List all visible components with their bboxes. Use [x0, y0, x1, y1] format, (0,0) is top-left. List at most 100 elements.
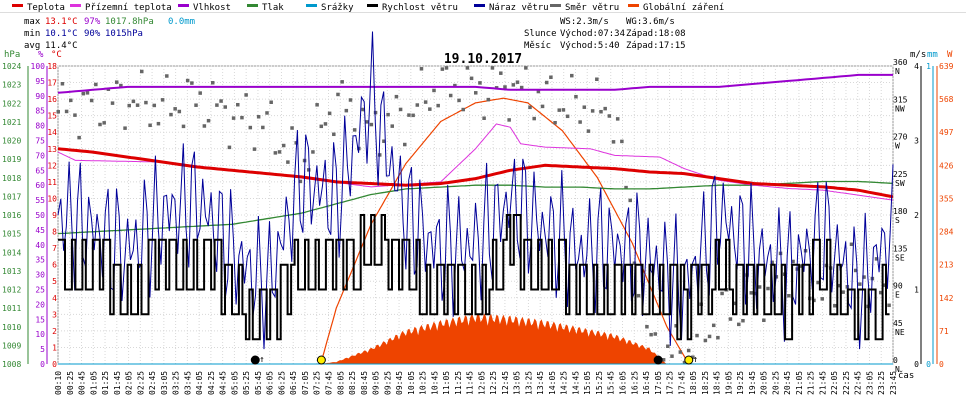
percent-tick-label: 45	[35, 226, 45, 235]
x-tick-label: 23:45	[889, 371, 898, 395]
legend-label: Rychlost větru	[382, 3, 458, 13]
wind-tick-label: 2	[914, 211, 919, 220]
percent-tick-label: 35	[35, 256, 45, 265]
series-wind-direction-point	[799, 264, 804, 268]
series-wind-direction-point	[849, 242, 854, 247]
percent-tick-label: 15	[35, 315, 45, 324]
series-wind-direction-point	[528, 105, 532, 110]
celsius-tick-label: 4	[52, 294, 57, 303]
series-wind-direction-point	[711, 323, 716, 328]
x-tick-label: 21:25	[807, 371, 816, 395]
series-wind-direction-point	[194, 103, 198, 107]
stats-avg-label: avg	[24, 41, 40, 51]
x-tick-label: 07:25	[313, 371, 322, 395]
series-wind-direction-point	[206, 118, 211, 123]
series-wind-direction-point	[390, 124, 394, 128]
x-tick-label: 19:05	[724, 371, 733, 395]
series-wind-direction-point	[645, 324, 649, 329]
series-wind-direction-point	[415, 103, 420, 107]
series-wind-direction-point	[219, 99, 223, 103]
series-wind-direction-point	[816, 280, 820, 285]
axes: 00:10 00:25 00:45 01:05 01:25 01:45 02:05 02:25…	[2, 50, 954, 395]
percent-tick-label: 60	[35, 181, 45, 190]
series-wind-direction-point	[695, 333, 699, 338]
info-ws: WS:2.3m/s	[560, 17, 609, 27]
x-tick-label: 09:05	[372, 371, 381, 395]
series-wind-direction-point	[298, 179, 303, 184]
series-wind-direction-point	[707, 334, 712, 339]
x-tick-label: 17:45	[677, 371, 686, 395]
x-tick-label: 06:05	[266, 371, 275, 395]
x-tick-label: 05:45	[254, 371, 263, 395]
x-tick-label: 11:45	[466, 371, 475, 395]
direction-tick-name: NE	[895, 328, 905, 337]
x-tick-label: 10:05	[407, 371, 416, 395]
celsius-tick-label: 2	[52, 327, 57, 336]
series-wind-direction-point	[135, 103, 140, 107]
series-wind-direction-point	[185, 78, 190, 83]
x-tick-label: 10:25	[419, 371, 428, 395]
series-humidity-line	[57, 73, 893, 94]
series-wind-direction-point	[210, 81, 215, 85]
series-wind-direction-point	[323, 122, 328, 126]
radiation-unit: W	[947, 50, 953, 60]
legend-label: Tlak	[262, 3, 284, 13]
x-tick-label: 11:05	[442, 371, 451, 395]
x-tick-label: 07:45	[324, 371, 333, 395]
series-wind-direction-point	[56, 110, 60, 114]
series-wind-direction-point	[561, 108, 566, 112]
legend-label: Náraz větru	[489, 3, 549, 13]
series-wind-direction-point	[791, 259, 795, 264]
series-wind-direction-point	[169, 112, 173, 117]
wind-tick-label: 0	[914, 360, 919, 369]
legend-swatch	[628, 4, 639, 7]
x-tick-label: 23:05	[865, 371, 874, 395]
x-tick-label: 12:05	[477, 371, 486, 395]
radiation-tick-label: 71	[939, 327, 949, 336]
legend-label: Přízemní teplota	[85, 3, 172, 13]
percent-tick-label: 30	[35, 271, 45, 280]
moonrise-arrow-icon: ↑	[259, 355, 264, 365]
x-tick-label: 20:25	[771, 371, 780, 395]
legend-swatch	[178, 4, 189, 7]
rain-tick-label: 1	[926, 62, 931, 71]
series-wind-direction-point	[519, 85, 524, 90]
hpa-tick-label: 1020	[2, 137, 21, 146]
x-tick-label: 18:25	[701, 371, 710, 395]
radiation-tick-label: 355	[939, 194, 954, 203]
wind-tick-label: 3	[914, 137, 919, 146]
plot-area: ↑ ↑	[56, 31, 894, 365]
x-tick-label: 16:45	[642, 371, 651, 395]
series-wind-direction-point	[540, 104, 545, 109]
wind-tick-label: 1	[914, 286, 919, 295]
series-wind-direction-point	[590, 109, 595, 113]
direction-tick-name: SW	[895, 179, 905, 188]
series-wind-direction-point	[732, 301, 737, 306]
legend-label: Srážky	[321, 3, 354, 13]
series-wind-direction-point	[515, 80, 520, 84]
legend-swatch	[70, 4, 81, 7]
series-wind-direction-point	[536, 89, 541, 94]
series-wind-direction-point	[340, 80, 344, 84]
percent-tick-label: 90	[35, 92, 45, 101]
series-wind-direction-point	[102, 121, 106, 125]
rain-unit: mm	[927, 50, 938, 60]
x-tick-label: 21:05	[795, 371, 804, 395]
info-wg: WG:3.6m/s	[626, 17, 675, 27]
x-tick-label: 06:45	[289, 371, 298, 395]
legend-label: Vlhkost	[193, 3, 231, 13]
series-wind-direction-point	[482, 116, 486, 120]
radiation-tick-label: 0	[939, 360, 944, 369]
series-wind-direction-point	[98, 122, 102, 127]
x-tick-label: 04:25	[207, 371, 216, 395]
legend-swatch	[247, 4, 258, 7]
series-wind-direction-point	[670, 354, 674, 358]
series-wind-direction-point	[231, 116, 236, 120]
celsius-tick-label: 13	[47, 145, 57, 154]
series-wind-direction-point	[352, 128, 357, 132]
percent-tick-label: 55	[35, 196, 45, 205]
direction-tick-name: W	[895, 142, 900, 151]
hpa-tick-label: 1008	[2, 360, 21, 369]
x-tick-label: 13:05	[513, 371, 522, 395]
wind-unit: m/s	[910, 50, 926, 60]
